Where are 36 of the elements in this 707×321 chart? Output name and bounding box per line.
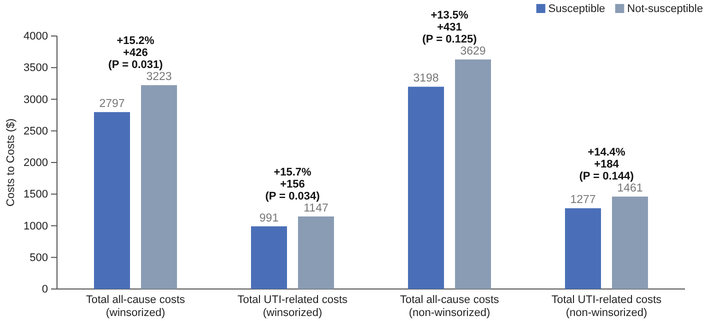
y-tick-label: 2000 <box>24 157 48 170</box>
y-tick-label: 3000 <box>24 94 48 106</box>
bar <box>298 216 334 289</box>
bar <box>408 86 444 289</box>
bar <box>251 226 287 289</box>
y-axis-title: Costs to Costs ($) <box>5 118 17 207</box>
y-tick-label: 1500 <box>24 188 48 201</box>
y-tick-label: 500 <box>30 252 48 264</box>
legend-label: Not-susceptible <box>627 3 703 15</box>
x-tick-label: Total all-cause costs (non-winsorized) <box>400 294 500 319</box>
data-label: 991 <box>259 212 279 224</box>
bar <box>455 59 491 289</box>
data-label: 1461 <box>617 182 643 195</box>
y-tick-label: 3500 <box>24 62 48 74</box>
data-label: 3629 <box>460 45 486 58</box>
annotation: +15.7% +156 (P = 0.034) <box>265 166 320 202</box>
y-tick-label: 0 <box>42 284 48 296</box>
bar <box>141 85 177 289</box>
y-tick-label: 2500 <box>24 125 48 138</box>
x-tick-label: Total all-cause costs (winsorized) <box>86 294 186 319</box>
y-tick-label: 4000 <box>24 30 48 43</box>
data-label: 3198 <box>413 72 439 85</box>
bar <box>612 196 648 289</box>
x-tick-label: Total UTI-related costs (winsorized) <box>237 294 348 319</box>
legend-label: Susceptible <box>548 3 606 15</box>
data-label: 1147 <box>304 202 328 214</box>
data-label: 3223 <box>146 71 172 84</box>
annotation: +13.5% +431 (P = 0.125) <box>422 9 478 46</box>
data-label: 1277 <box>570 194 596 206</box>
y-tick-label: 1000 <box>24 220 48 232</box>
data-label: 2797 <box>99 98 125 110</box>
x-tick-label: Total UTI-related costs (non-winsorized) <box>551 294 662 319</box>
bar <box>565 208 601 289</box>
annotation: +15.2% +426 (P = 0.031) <box>108 35 164 72</box>
bar <box>94 112 130 289</box>
annotation: +14.4% +184 (P = 0.144) <box>579 146 634 183</box>
